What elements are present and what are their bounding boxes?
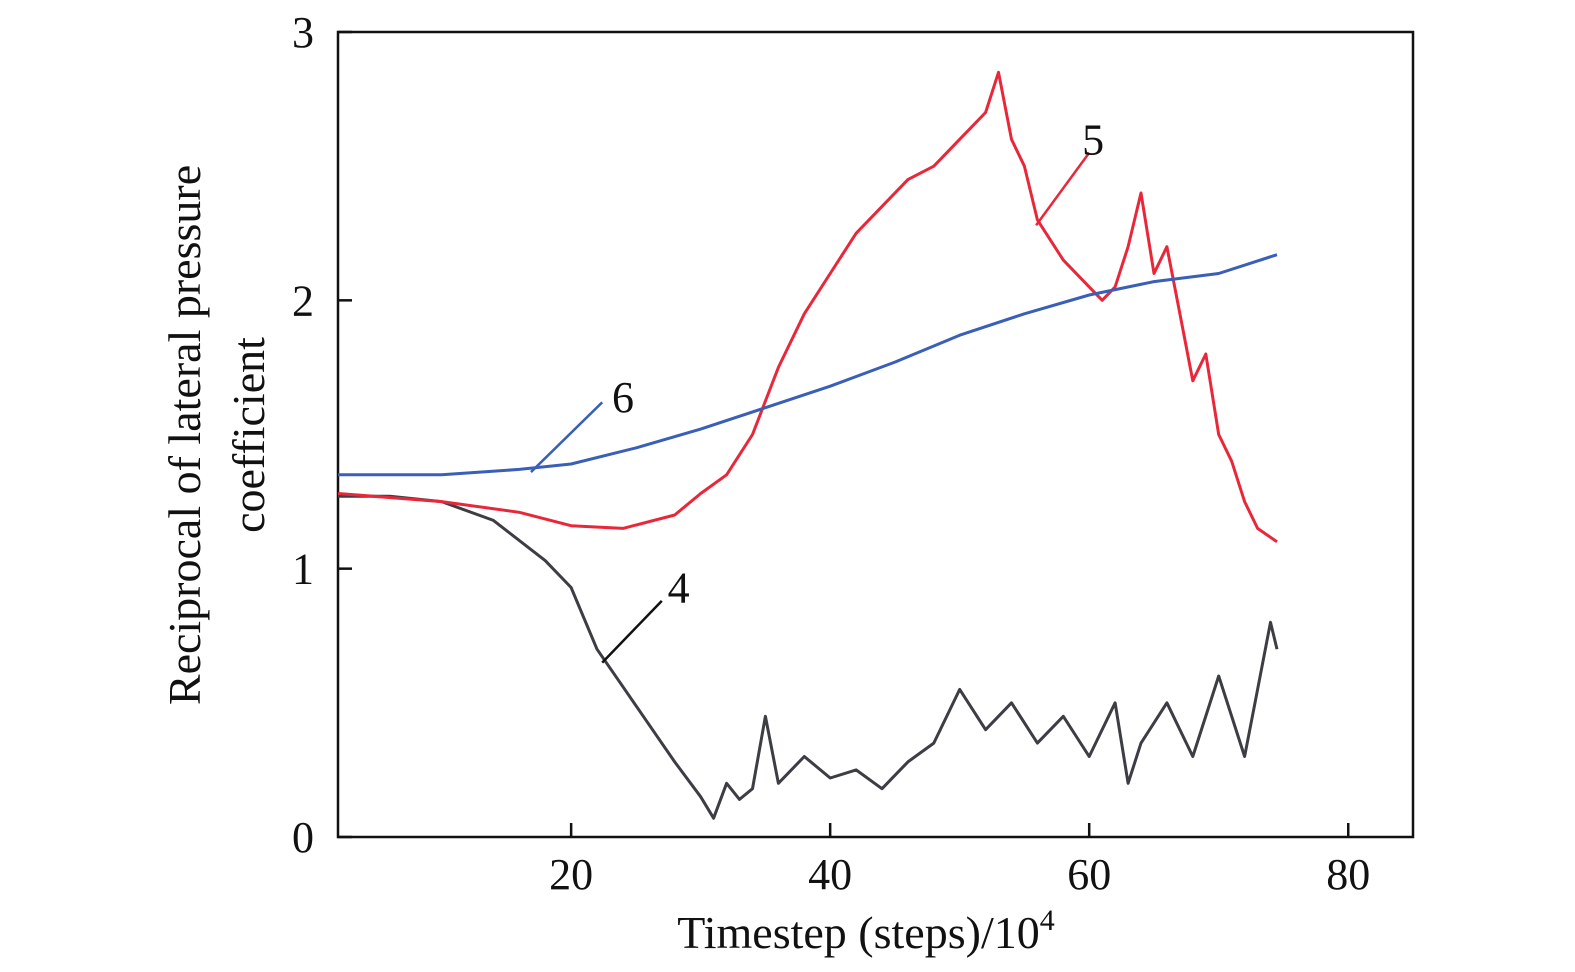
x-axis-label: Timestep (steps)/104 (677, 904, 1054, 958)
annotation-label-6: 6 (612, 373, 634, 422)
annotation-leader-line (1035, 152, 1091, 226)
y-tick-label: 2 (292, 276, 314, 325)
annotation-leader-line (530, 401, 604, 473)
x-tick-label: 40 (808, 850, 852, 899)
x-tick-label: 60 (1067, 850, 1111, 899)
annotation-label-4: 4 (668, 563, 690, 612)
y-tick-label: 1 (292, 545, 314, 594)
annotation-label-5: 5 (1082, 115, 1104, 164)
y-tick-label: 0 (292, 813, 314, 862)
y-tick-label: 3 (292, 8, 314, 57)
x-tick-label: 20 (549, 850, 593, 899)
series-line-5 (337, 70, 1278, 544)
y-axis-label-line-2: coefficient (223, 337, 274, 533)
x-tick-label: 80 (1326, 850, 1370, 899)
annotation-leader-line (601, 599, 663, 664)
y-axis-label-line-1: Reciprocal of lateral pressure (159, 165, 210, 705)
series-line-6 (338, 253, 1278, 477)
plot-frame (336, 30, 1415, 839)
series-line-4 (338, 494, 1279, 820)
